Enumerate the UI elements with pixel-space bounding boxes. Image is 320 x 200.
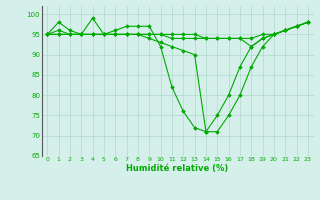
X-axis label: Humidité relative (%): Humidité relative (%) xyxy=(126,164,229,173)
